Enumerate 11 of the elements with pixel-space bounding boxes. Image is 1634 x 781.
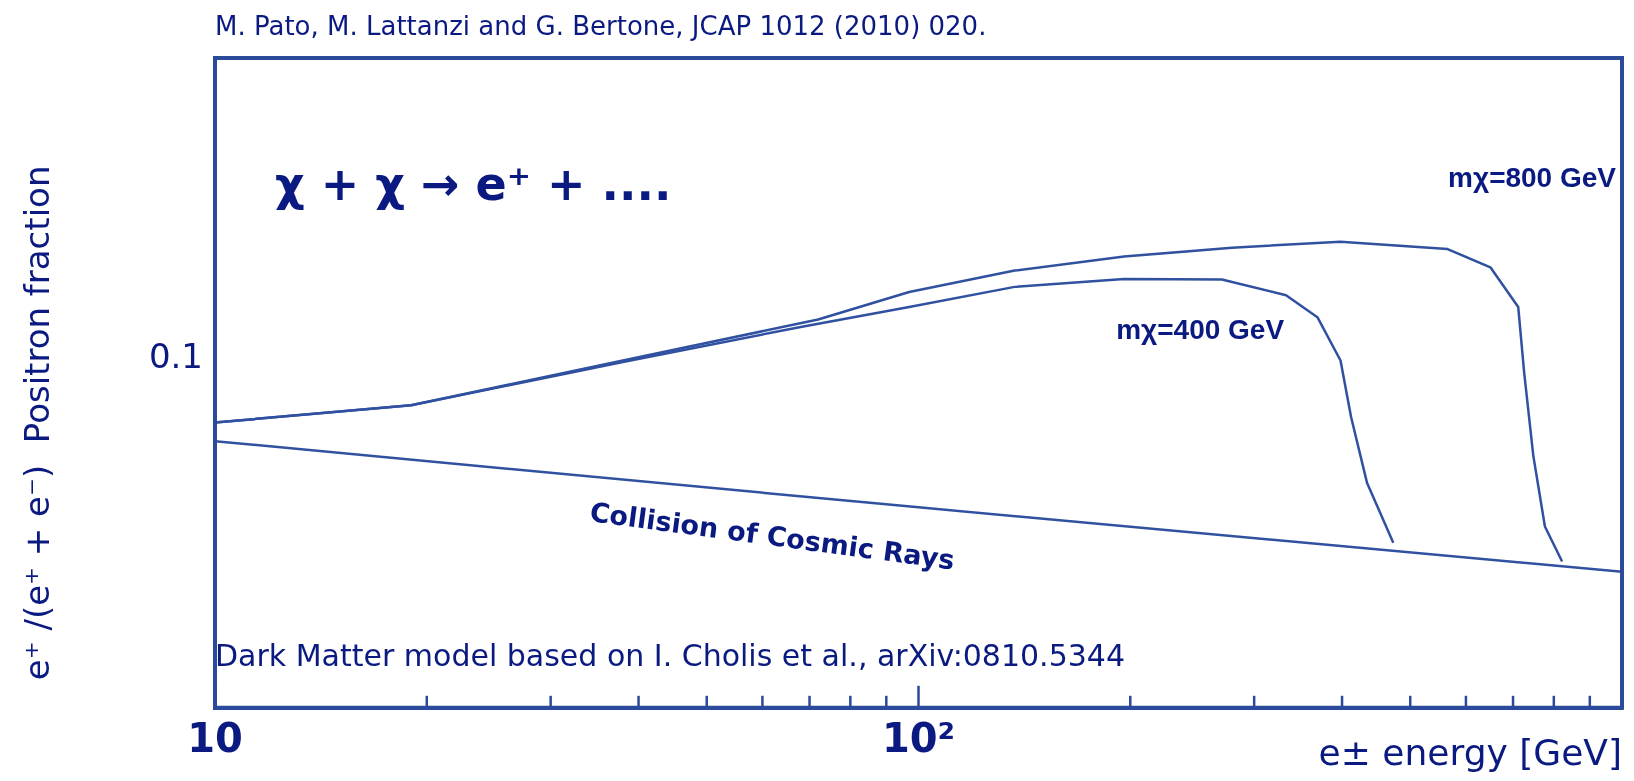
text: χ + χ → e⁺ + .... bbox=[275, 156, 672, 211]
x-axis-title: e± energy [GeV] bbox=[1318, 731, 1622, 773]
text: M. Pato, M. Lattanzi and G. Bertone, JCAP 1012 (2010) 020. bbox=[215, 10, 987, 41]
x-tick-label: 10² bbox=[881, 715, 956, 762]
y-axis-title: e⁺ /(e⁺ + e⁻) Positron fraction bbox=[16, 165, 57, 681]
x-tick-label: 10 bbox=[187, 715, 243, 762]
series-label: mχ=800 GeV bbox=[1448, 162, 1617, 194]
annotation: Dark Matter model based on I. Cholis et al., arXiv:0810.5344 bbox=[215, 637, 1126, 673]
text: Collision of Cosmic Rays bbox=[588, 496, 957, 576]
text: 0.1 bbox=[148, 336, 203, 377]
series-label: mχ=400 GeV bbox=[1116, 313, 1285, 345]
